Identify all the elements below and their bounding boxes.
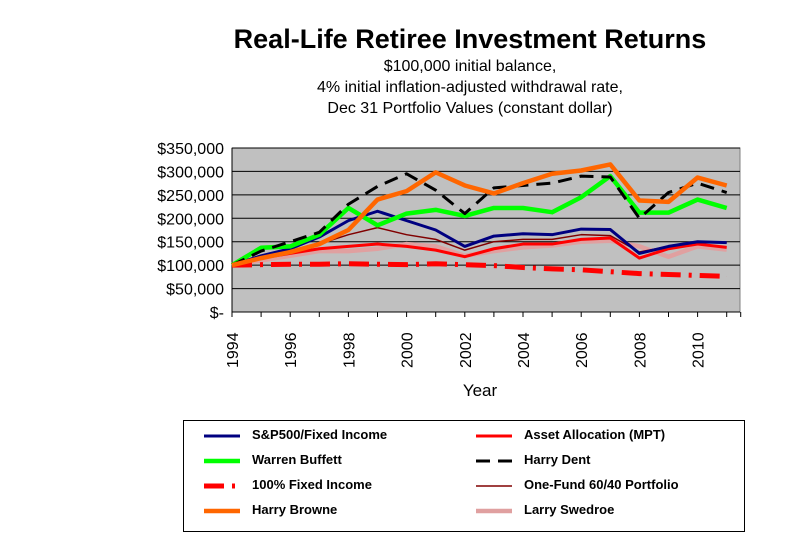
- legend: S&P500/Fixed Income Asset Allocation (MPT…: [183, 420, 745, 532]
- legend-swatch: [204, 508, 240, 513]
- legend-item: Asset Allocation (MPT): [474, 427, 665, 442]
- y-tick-label: $100,000: [157, 258, 224, 275]
- legend-item: Warren Buffett: [202, 452, 342, 467]
- legend-label: 100% Fixed Income: [252, 477, 372, 492]
- legend-label: Harry Browne: [252, 502, 338, 517]
- x-tick-label: 2010: [691, 332, 708, 368]
- y-tick-label: $300,000: [157, 164, 224, 181]
- y-tick-label: $-: [210, 305, 224, 322]
- x-tick-label: 2002: [458, 332, 475, 368]
- x-tick-label: 2000: [400, 332, 417, 368]
- legend-swatch: [476, 434, 512, 438]
- x-tick-label: 2008: [632, 332, 649, 368]
- series-line-asset-allocation-mpt-: [231, 236, 727, 267]
- x-tick-label: 2006: [574, 332, 591, 368]
- legend-swatch: [476, 508, 512, 513]
- legend-item: Larry Swedroe: [474, 502, 614, 517]
- series-line-harry-browne: [231, 162, 728, 268]
- legend-swatch: [476, 459, 512, 463]
- legend-swatch: [476, 484, 512, 487]
- legend-swatch: [204, 458, 240, 463]
- legend-label: S&P500/Fixed Income: [252, 427, 388, 442]
- legend-swatch: [204, 434, 240, 438]
- x-tick-label: 1996: [283, 332, 300, 368]
- chart-subtitle-3: Dec 31 Portfolio Values (constant dollar…: [327, 100, 613, 117]
- line-chart: $- $50,000 $100,000 $150,000 $200,000 $250,00…: [157, 141, 742, 400]
- legend-label: Larry Swedroe: [524, 502, 615, 517]
- y-tick-label: $150,000: [157, 235, 224, 252]
- y-tick-label: $200,000: [157, 211, 224, 228]
- legend-item: One-Fund 60/40 Portfolio: [474, 477, 679, 492]
- legend-label: Harry Dent: [524, 452, 591, 467]
- x-tick-label: 2004: [516, 332, 533, 368]
- legend-label: Asset Allocation (MPT): [524, 427, 666, 442]
- x-axis-label: Year: [463, 381, 498, 400]
- plot-area: [231, 147, 741, 313]
- legend-item: Harry Dent: [474, 452, 590, 467]
- series-line-harry-dent: [231, 172, 728, 267]
- y-tick-label: $250,000: [157, 188, 224, 205]
- legend-label: Warren Buffett: [252, 452, 342, 467]
- y-tick-label: $350,000: [157, 141, 224, 158]
- chart-title: Real-Life Retiree Investment Returns: [233, 24, 707, 54]
- y-tick-label: $50,000: [166, 282, 224, 299]
- chart-subtitle-2: 4% initial inflation-adjusted withdrawal…: [317, 79, 623, 96]
- series-line-100-fixed-income: [231, 261, 727, 279]
- legend-item: S&P500/Fixed Income: [202, 427, 387, 442]
- chart-subtitle-1: $100,000 initial balance,: [383, 58, 557, 75]
- legend-label: One-Fund 60/40 Portfolio: [524, 477, 679, 492]
- legend-item: Harry Browne: [202, 502, 337, 517]
- x-tick-label: 1994: [225, 332, 242, 368]
- legend-item: 100% Fixed Income: [202, 477, 372, 492]
- legend-swatch: [204, 483, 240, 489]
- x-tick-label: 1998: [341, 332, 358, 368]
